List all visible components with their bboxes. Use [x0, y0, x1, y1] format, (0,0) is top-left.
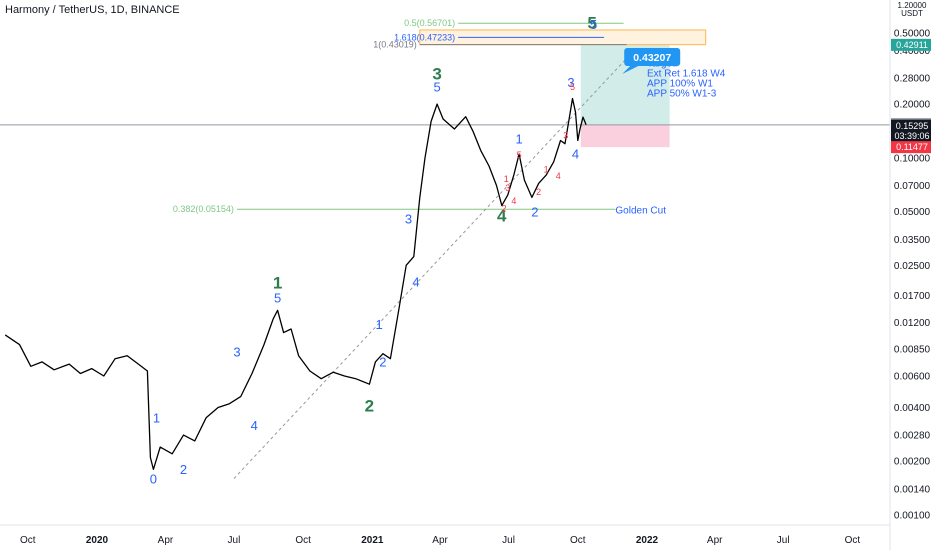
wave-label: 1 [515, 132, 522, 147]
y-tick-label: 0.00140 [894, 484, 931, 495]
wave-label: 5 [587, 13, 596, 32]
wave-label: 0 [150, 472, 157, 487]
y-tick-label: 0.05000 [894, 207, 931, 218]
wave-label: 5 [433, 80, 440, 95]
y-axis-top-label: 1.20000 [898, 1, 927, 10]
y-tick-label: 0.28000 [894, 73, 931, 84]
target-annotation-line: APP 100% W1 [647, 78, 713, 89]
wave-label: 4 [497, 207, 507, 226]
x-tick-label: Jul [502, 535, 515, 546]
wave-label: 3 [563, 131, 568, 141]
y-tick-label: 0.00280 [894, 431, 931, 442]
wave-label: 1 [273, 274, 282, 293]
x-tick-label: Oct [20, 535, 36, 546]
wave-label: 2 [531, 204, 538, 219]
y-tick-label: 0.00400 [894, 403, 931, 414]
y-tick-label: 0.20000 [894, 100, 931, 111]
x-tick-label: Jul [228, 535, 241, 546]
price-layer [4, 97, 587, 471]
x-tick-label: Apr [158, 535, 174, 546]
y-axis-bg [890, 0, 932, 550]
wave-label: 1 [504, 174, 509, 184]
lines-layer: 0.382(0.05154) 0.5(0.56701) 1.618(0.47233)… [0, 18, 890, 479]
wave-label: 1 [544, 164, 549, 174]
stop-zone [580, 124, 670, 148]
target-annotation-line: APP 50% W1-3 [647, 88, 717, 99]
callout-box[interactable] [624, 48, 681, 66]
x-tick-label: 2020 [86, 535, 109, 546]
wave-label: 2 [536, 187, 541, 197]
y-tick-label: 0.10000 [894, 153, 931, 164]
golden-cut-annotation: Golden Cut [615, 205, 666, 216]
fib-level-label: 1(0.43019) [373, 40, 417, 50]
y-tick-label: 0.02500 [894, 261, 931, 272]
y-tick-label: 0.00200 [894, 457, 931, 468]
y-tick-label: 0.01700 [894, 291, 931, 302]
y-tick-label: 0.01200 [894, 318, 931, 329]
callout-text: 0.43207 [633, 52, 671, 64]
callout-pointer [622, 66, 639, 74]
fib-level-label: 1.618(0.47233) [394, 32, 455, 42]
price-badge-subtext: 03:39:06 [894, 131, 929, 141]
price-badge-text: 0.11477 [896, 142, 928, 152]
x-tick-label: Oct [570, 535, 586, 546]
wave-label: 1 [376, 317, 383, 332]
target-annotation-line: Ext Ret 1.618 W4 [647, 68, 726, 79]
price-badge [891, 38, 931, 51]
trendline [233, 53, 631, 479]
price-badge [891, 141, 931, 154]
wave-label: 4 [251, 418, 258, 433]
price-badge-text: 0.15295 [896, 121, 929, 131]
wave-label: 5 [274, 290, 281, 305]
wave-label: 5 [517, 150, 522, 160]
y-axis-unit: USDT [901, 9, 923, 18]
y-tick-label: 0.00600 [894, 372, 931, 383]
x-axis[interactable]: Oct 2020 Apr Jul Oct 2021 Apr Jul Oct 2022 Apr Jul O… [0, 524, 890, 546]
wave-label: 4 [572, 147, 579, 162]
x-tick-label: Oct [845, 535, 861, 546]
y-tick-label: 0.50000 [894, 29, 931, 40]
price-line [4, 97, 587, 471]
y-tick-label: 0.07000 [894, 181, 931, 192]
x-tick-label: Oct [295, 535, 311, 546]
wave-label: 3 [432, 64, 441, 83]
y-tick-label: 0.03500 [894, 235, 931, 246]
x-tick-label: 2022 [636, 535, 659, 546]
wave-label: 1 [153, 410, 160, 425]
fib-level-label: 0.382(0.05154) [173, 204, 234, 214]
wave-label: 2 [365, 396, 374, 415]
price-badge [891, 119, 931, 142]
x-tick-label: Apr [432, 535, 448, 546]
wave-label: 2 [180, 462, 187, 477]
price-badge-text: 0.42911 [896, 40, 928, 50]
y-tick-label: 0.00100 [894, 511, 931, 522]
x-tick-label: 2021 [361, 535, 384, 546]
wave-label: 3 [405, 211, 412, 226]
wave-label: 4 [511, 196, 516, 206]
wave-label: 3 [233, 345, 240, 360]
fib-level-label: 0.5(0.56701) [404, 18, 455, 28]
chart-title: Harmony / TetherUS, 1D, BINANCE [5, 4, 180, 16]
y-tick-label: 0.00850 [894, 345, 931, 356]
wave-label: 3 [505, 183, 510, 193]
x-tick-label: Jul [777, 535, 790, 546]
wave-label: 3 [567, 75, 574, 90]
x-tick-label: Apr [707, 535, 723, 546]
wave-label: 2 [379, 354, 386, 369]
wave-label: 4 [412, 275, 419, 290]
wave-label: 4 [556, 171, 561, 181]
wave-label: 5 [570, 82, 575, 92]
y-tick-label: 0.40000 [894, 46, 931, 57]
wave-label: 2 [502, 204, 507, 214]
wave-label: 5 [590, 17, 597, 32]
